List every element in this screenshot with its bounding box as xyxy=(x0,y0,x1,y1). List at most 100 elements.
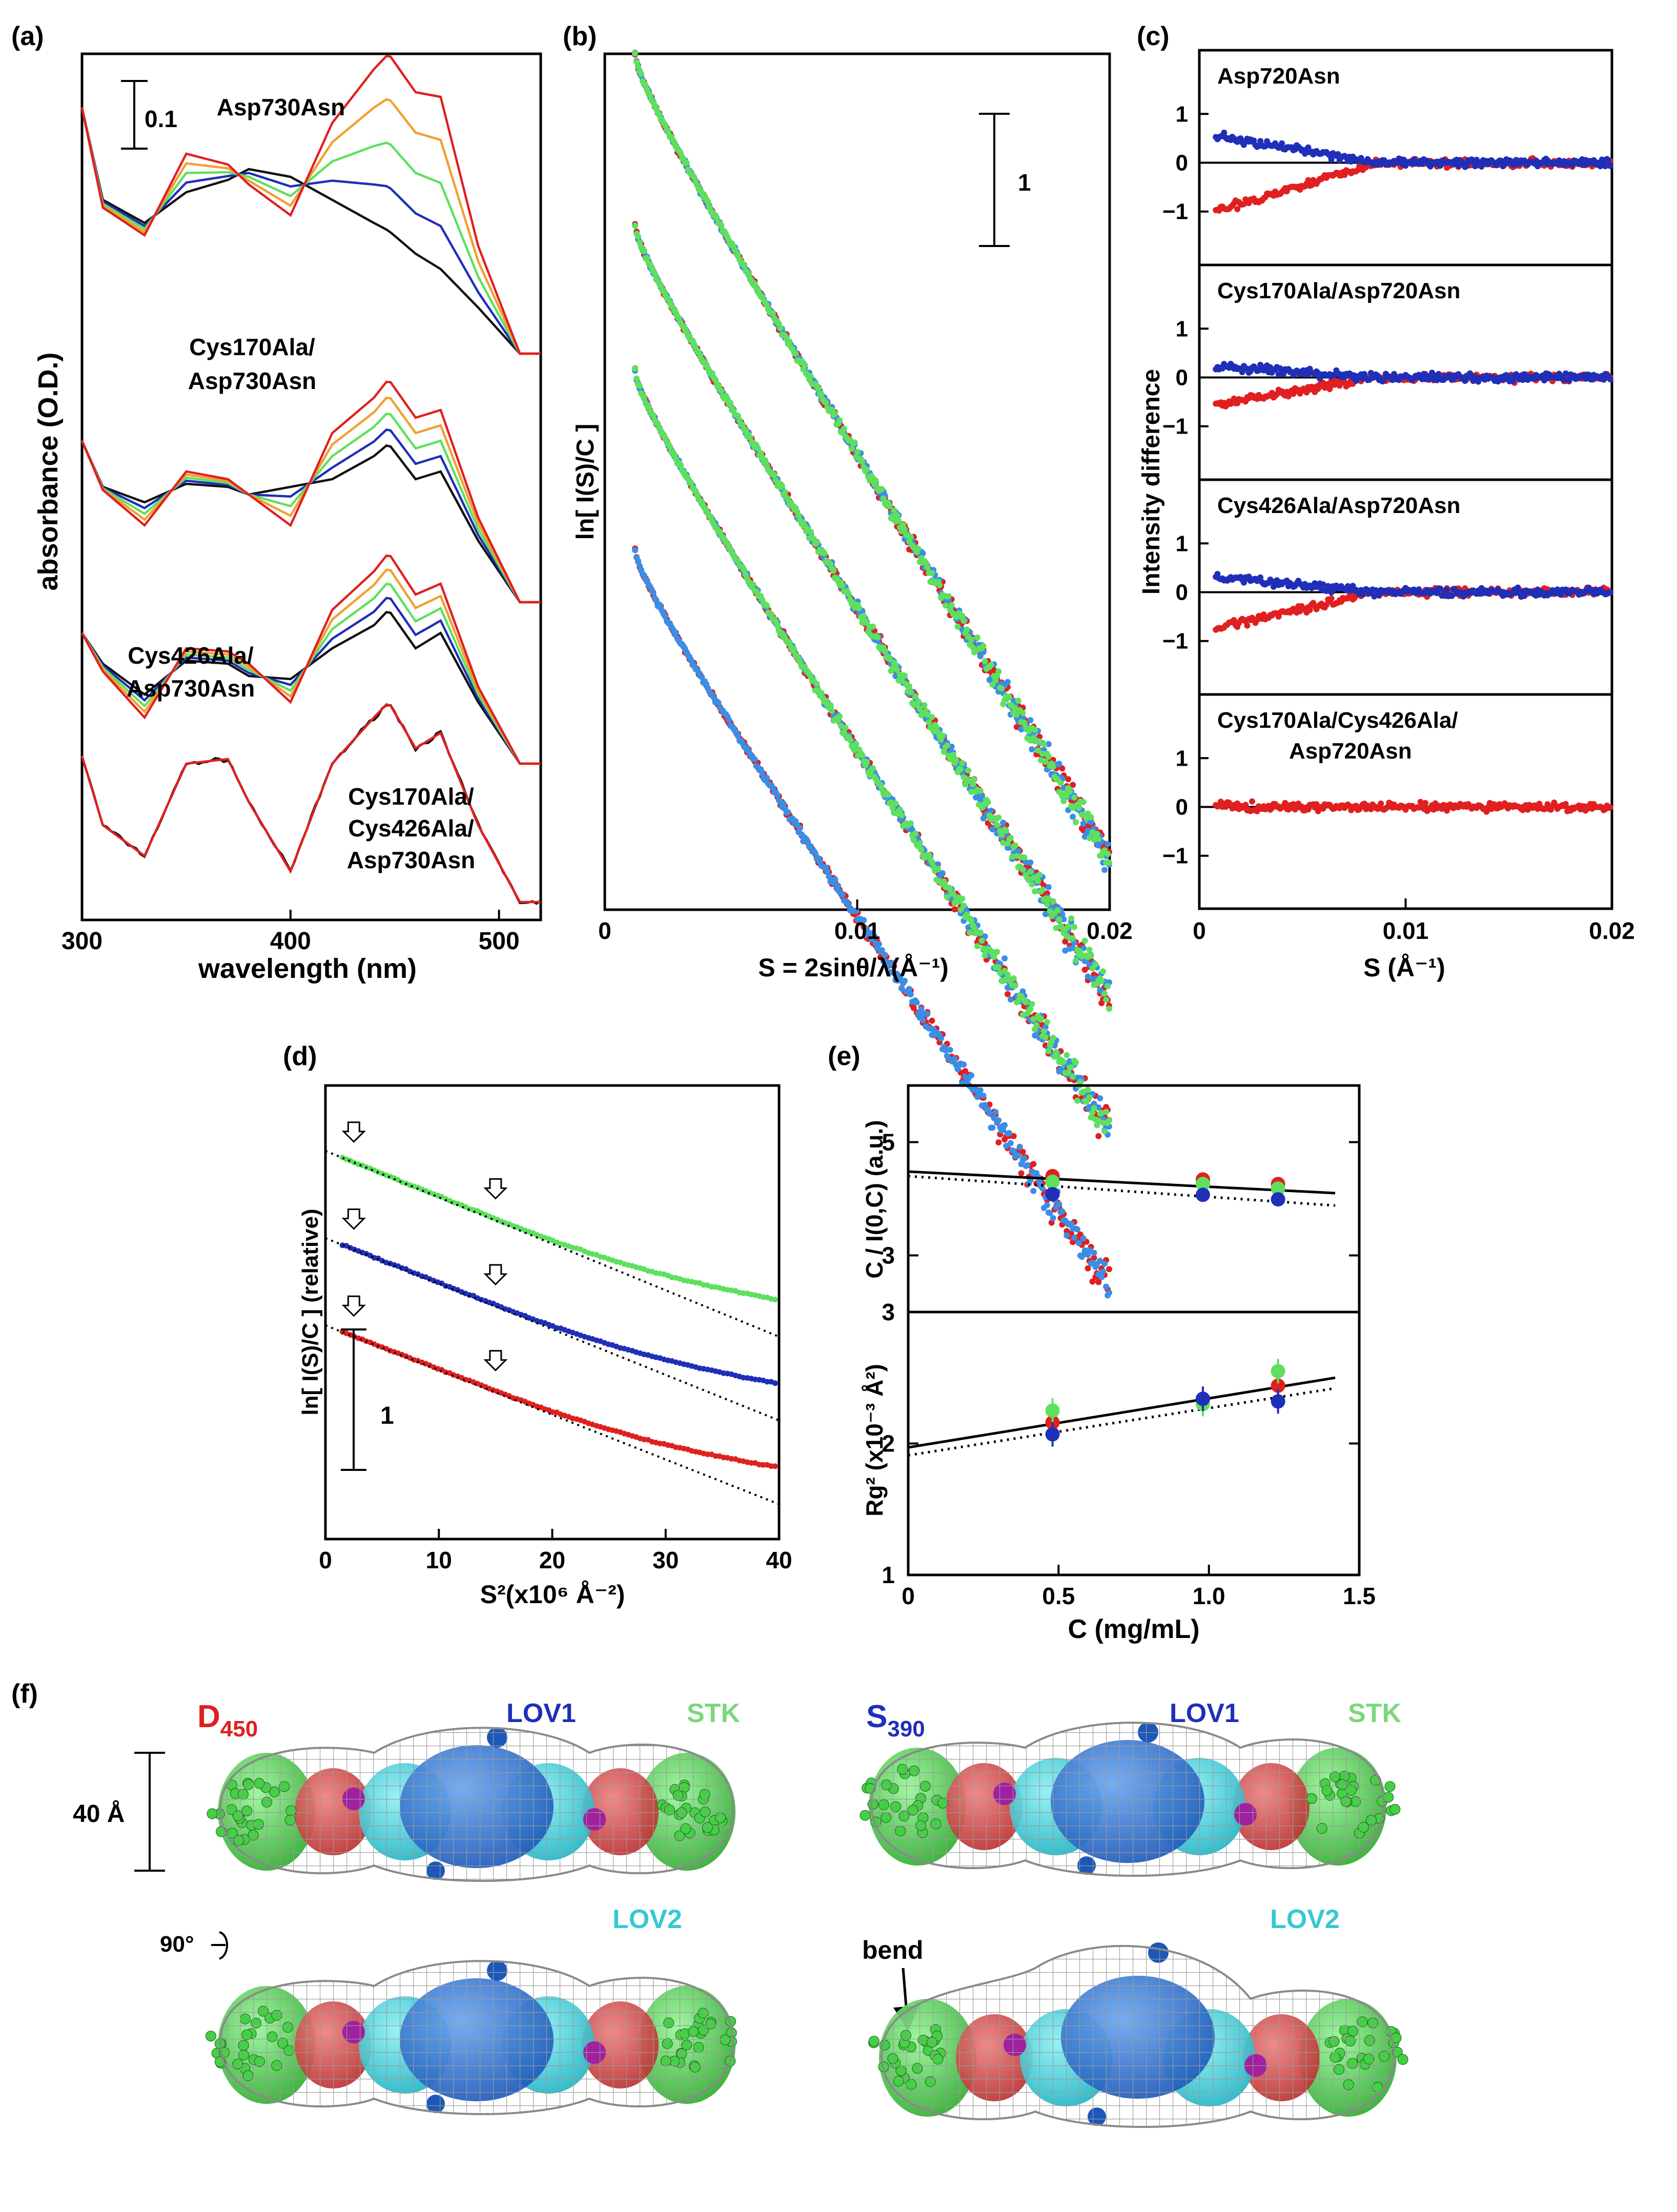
panel-b-point xyxy=(644,255,650,261)
panel-b-point xyxy=(1050,898,1056,905)
panel-c: (c) 10−1Asp720Asn10−1Cys170Ala/Asp720Asn… xyxy=(1137,22,1635,982)
panel-b-point xyxy=(945,593,952,600)
panel-b-point xyxy=(1103,1109,1110,1115)
panel-b-point xyxy=(1021,720,1028,726)
panel-b-point xyxy=(991,954,997,960)
panel-a-frame xyxy=(80,52,542,921)
panel-b-point xyxy=(1064,1232,1070,1239)
panel-b-point xyxy=(841,425,847,432)
panel-b-point xyxy=(1085,1087,1091,1093)
panel-b-point xyxy=(1047,1210,1053,1216)
panel-b-point xyxy=(898,812,905,818)
panel-b-point xyxy=(1012,842,1018,849)
panel-b-point xyxy=(988,662,994,668)
panel-b-point xyxy=(786,338,793,345)
panel-b-point xyxy=(835,883,842,889)
panel-b-point xyxy=(823,399,829,406)
panel-b-point xyxy=(818,391,825,397)
panel-b-point xyxy=(1088,953,1094,959)
panel-b-point xyxy=(771,472,778,478)
panel-b-point xyxy=(886,503,893,509)
panel-b-point xyxy=(1021,1155,1028,1162)
panel-b-point xyxy=(1032,727,1038,733)
panel-a-curve xyxy=(80,54,541,355)
panel-b-point xyxy=(1067,788,1073,795)
panel-b-point xyxy=(1001,955,1008,961)
panel-c-y-tick-label: −1 xyxy=(1162,414,1188,439)
panel-b-point xyxy=(912,830,918,837)
panel-b-point xyxy=(1060,798,1067,804)
panel-b-point xyxy=(1106,1006,1112,1012)
panel-b-point xyxy=(632,547,639,554)
panel-b-point xyxy=(1040,741,1047,748)
panel-b-point xyxy=(870,623,876,630)
panel-b-point xyxy=(635,64,641,70)
panel-b-point xyxy=(882,648,888,654)
panel-b-point xyxy=(1070,782,1076,788)
panel-b-point xyxy=(1027,868,1034,875)
panel-b-point xyxy=(916,840,923,847)
panel-b-point xyxy=(1045,884,1052,890)
panel-c-y-tick-label: 1 xyxy=(1176,746,1188,771)
panel-c-subplots: 10−1Asp720Asn10−1Cys170Ala/Asp720Asn10−1… xyxy=(1162,64,1613,869)
panel-b-point xyxy=(940,878,947,885)
panel-b-point xyxy=(1036,871,1043,878)
panel-b-point xyxy=(1005,679,1011,685)
panel-b-point xyxy=(1054,907,1061,914)
panel-b-point xyxy=(821,550,828,557)
panel-b-point xyxy=(964,626,970,633)
panel-c-y-tick-label: −1 xyxy=(1162,199,1188,224)
panel-b-point xyxy=(1100,1268,1107,1275)
panel-b-point xyxy=(944,742,950,749)
panel-b-point xyxy=(1030,1161,1037,1168)
panel-b-point xyxy=(1005,991,1011,997)
panel-c-subplot-label: Cys426Ala/Asp720Asn xyxy=(1217,493,1460,518)
panel-b-point xyxy=(859,752,866,759)
panel-b-point xyxy=(1044,1202,1050,1209)
panel-b-point xyxy=(1091,836,1097,843)
panel-b-point xyxy=(977,788,984,794)
panel-b-point xyxy=(974,634,980,641)
panel-b-point xyxy=(1064,1052,1070,1058)
panel-b-point xyxy=(954,623,961,630)
panel-b-x-tick-label: 0.01 xyxy=(834,917,881,944)
panel-b-point xyxy=(632,222,639,229)
panel-b-y-label: ln[ I(S)/C ] xyxy=(572,424,599,540)
panel-b-point xyxy=(1045,1048,1052,1054)
panel-a-x-label: wavelength (nm) xyxy=(198,953,417,984)
panel-b-point xyxy=(980,1093,987,1099)
panel-b-point xyxy=(1059,1208,1066,1215)
panel-b-point xyxy=(1106,1266,1112,1273)
panel-b-point xyxy=(807,373,814,380)
panel-b-point xyxy=(951,1055,958,1062)
panel-b-point xyxy=(851,439,858,446)
panel-b-point xyxy=(992,1109,999,1115)
panel-b-point xyxy=(891,507,897,514)
panel-b-point xyxy=(1094,831,1100,837)
panel-b-point xyxy=(978,937,985,944)
panel-b-point xyxy=(1019,710,1026,716)
panel-c-point xyxy=(1515,584,1521,591)
panel-b-point xyxy=(895,518,902,524)
panel-b-point xyxy=(1080,798,1087,805)
panel-b-point xyxy=(1100,968,1107,975)
panel-c-point xyxy=(1306,607,1313,613)
panel-b-point xyxy=(960,903,967,909)
panel-b-x-tick-label: 0.02 xyxy=(1087,917,1133,944)
panel-b-point xyxy=(827,702,834,708)
panel-b-point xyxy=(1073,957,1079,964)
panel-b-point xyxy=(1080,821,1087,827)
panel-a-label: (a) xyxy=(11,22,44,51)
panel-b-point xyxy=(1056,1201,1062,1207)
panel-b-point xyxy=(861,612,867,619)
panel-b-point xyxy=(994,673,1000,680)
panel-b-point xyxy=(832,876,839,883)
panel-b-point xyxy=(792,351,799,357)
panel-b-point xyxy=(1035,747,1041,754)
panel-b-point xyxy=(994,822,1000,828)
panel-b-point xyxy=(926,719,932,726)
panel-b-scale-label: 1 xyxy=(1018,169,1031,196)
panel-b-point xyxy=(1071,794,1077,801)
panel-b-point xyxy=(929,570,935,577)
panel-b-point xyxy=(985,799,991,806)
